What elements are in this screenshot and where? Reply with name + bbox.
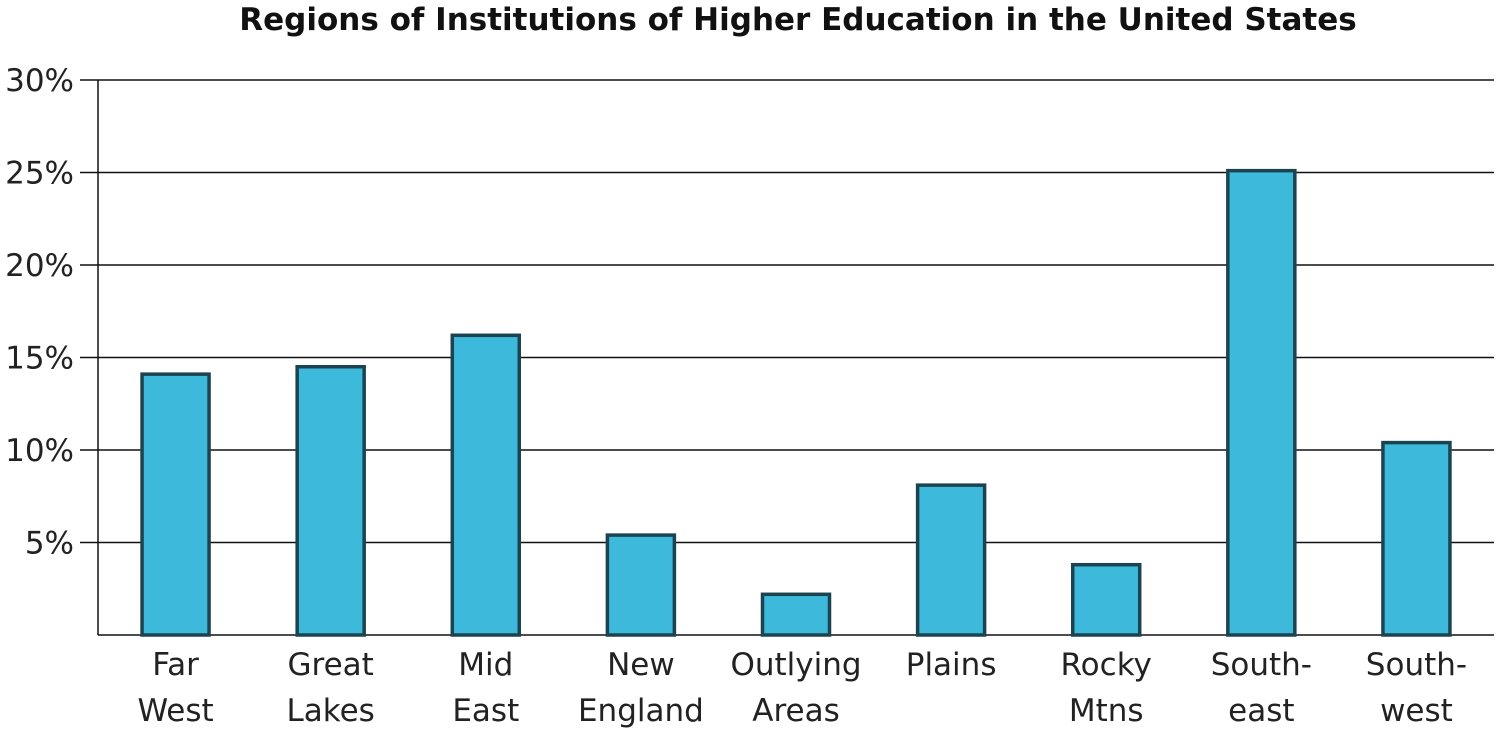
- x-tick-label: Great: [288, 647, 374, 683]
- y-tick-label: 15%: [5, 341, 74, 377]
- y-tick-label: 20%: [5, 248, 74, 284]
- bar: [605, 533, 677, 637]
- x-tick-label: Lakes: [286, 693, 374, 729]
- x-tick-label: West: [137, 693, 213, 729]
- x-tick-label: Rocky: [1061, 647, 1152, 683]
- x-tick-label: South-: [1211, 647, 1312, 683]
- bar: [295, 365, 366, 637]
- y-tick-label: 5%: [25, 526, 74, 562]
- bar: [915, 483, 987, 637]
- bar: [1381, 440, 1452, 637]
- x-tick-label: New: [607, 647, 675, 683]
- y-tick-label: 10%: [5, 433, 74, 469]
- x-tick-label: South-: [1366, 647, 1467, 683]
- x-tick-label: east: [1228, 693, 1294, 729]
- bar: [450, 333, 522, 637]
- bar: [1070, 562, 1142, 637]
- chart-title: Regions of Institutions of Higher Educat…: [239, 2, 1357, 38]
- x-tick-label: Areas: [752, 693, 840, 729]
- x-tick-label: west: [1380, 693, 1453, 729]
- x-tick-label: Mtns: [1069, 693, 1144, 729]
- y-tick-label: 30%: [5, 63, 74, 99]
- x-tick-label: Outlying: [730, 647, 861, 683]
- x-tick-label: Plains: [906, 647, 997, 683]
- bar: [760, 592, 832, 637]
- y-tick-label: 25%: [5, 156, 74, 192]
- x-tick-label: England: [578, 693, 704, 729]
- bar: [140, 372, 211, 637]
- label-layer: 5% 10% 15% 20% 25% 30% Far West Great Lakes Mid Eas…: [5, 63, 1467, 729]
- x-tick-label: Far: [152, 647, 199, 683]
- bar: [1226, 168, 1297, 637]
- x-tick-label: East: [452, 693, 519, 729]
- bar-layer: [140, 168, 1452, 637]
- x-tick-label: Mid: [458, 647, 513, 683]
